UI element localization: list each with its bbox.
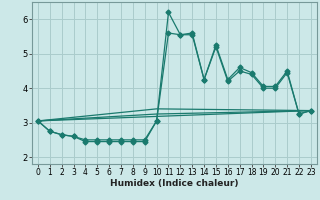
X-axis label: Humidex (Indice chaleur): Humidex (Indice chaleur) xyxy=(110,179,239,188)
